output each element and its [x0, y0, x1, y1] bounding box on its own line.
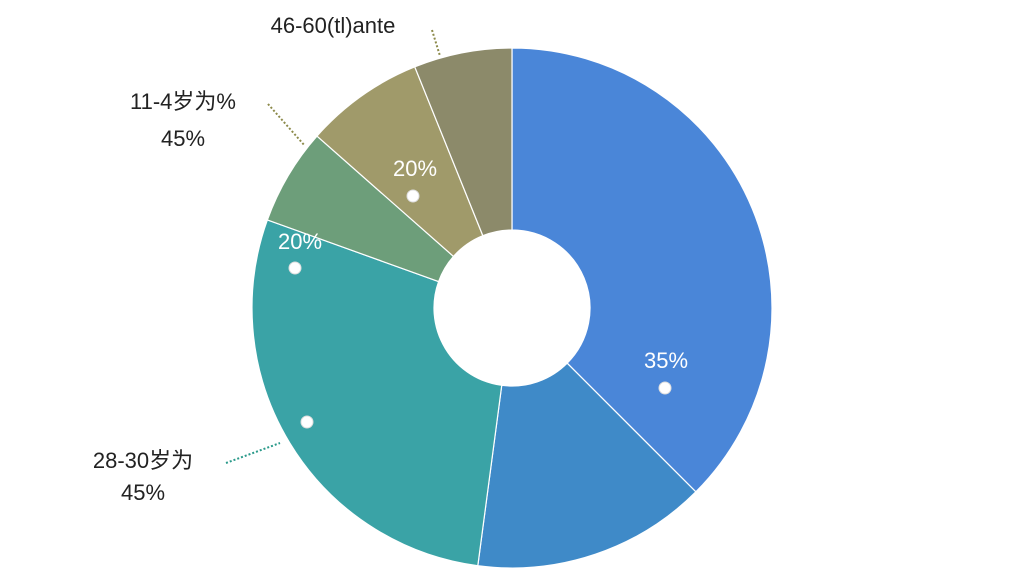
leader-line	[225, 442, 281, 464]
category-label: 46-60(tl)ante	[271, 13, 396, 38]
annotation: 20%	[278, 229, 322, 254]
slice	[251, 219, 503, 567]
slice	[511, 47, 773, 493]
dot	[406, 189, 420, 203]
annotation: 35%	[644, 348, 688, 373]
leader-line	[431, 29, 441, 57]
category-label: 11-4岁为%	[130, 89, 236, 114]
leader-line	[267, 103, 306, 147]
annotation: 45%	[121, 480, 165, 505]
dot	[300, 415, 314, 429]
dot	[658, 381, 672, 395]
annotation: 20%	[393, 156, 437, 181]
dot	[288, 261, 302, 275]
slice	[413, 47, 513, 237]
slice	[477, 362, 697, 569]
category-label: 28-30岁为	[93, 448, 193, 473]
annotation: 45%	[161, 126, 205, 151]
